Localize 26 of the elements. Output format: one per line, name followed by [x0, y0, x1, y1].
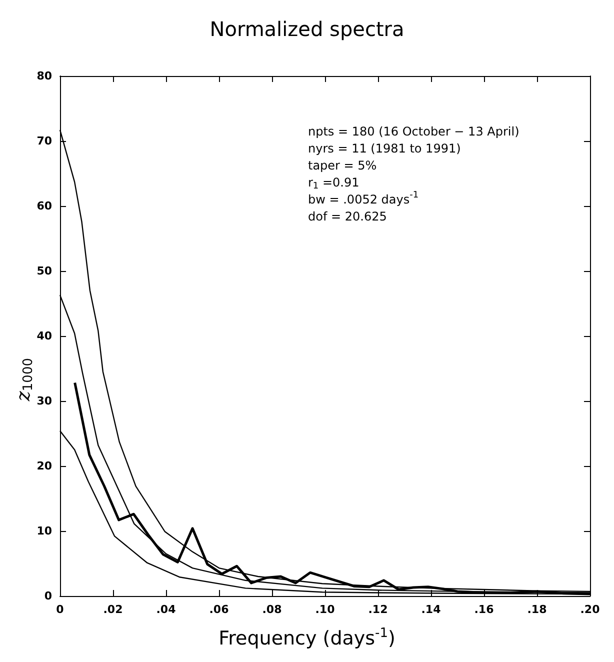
y-tick-label: 30 — [36, 394, 52, 408]
x-tick-label: .04 — [156, 603, 176, 616]
annotation: nyrs = 11 (1981 to 1991) — [308, 142, 461, 156]
y-tick-label: 50 — [36, 264, 52, 278]
y-tick-label: 20 — [36, 460, 52, 472]
y-tick-label: 40 — [36, 330, 52, 342]
y-axis-title: z1000 — [12, 358, 36, 402]
x-tick-label: .14 — [421, 603, 442, 616]
x-tick-label: .20 — [580, 603, 600, 616]
y-tick-label: 60 — [36, 200, 52, 212]
y-tick-label: 70 — [36, 134, 52, 148]
x-tick-label: .08 — [262, 603, 282, 616]
chart-title: Normalized spectra — [210, 17, 404, 41]
x-tick-label: .10 — [315, 603, 336, 616]
annotation: npts = 180 (16 October − 13 April) — [308, 124, 520, 138]
x-tick-label: .06 — [209, 603, 230, 616]
x-tick-label: .16 — [474, 603, 494, 616]
annotation: dof = 20.625 — [308, 210, 387, 224]
y-tick-label: 80 — [36, 70, 52, 82]
y-tick-label: 10 — [36, 524, 52, 538]
x-tick-label: .18 — [527, 603, 547, 616]
x-tick-label: 0 — [56, 603, 64, 616]
x-tick-label: .02 — [103, 603, 123, 616]
annotation: taper = 5% — [308, 158, 377, 172]
x-tick-label: .12 — [368, 603, 388, 616]
y-tick-label: 0 — [44, 590, 52, 602]
